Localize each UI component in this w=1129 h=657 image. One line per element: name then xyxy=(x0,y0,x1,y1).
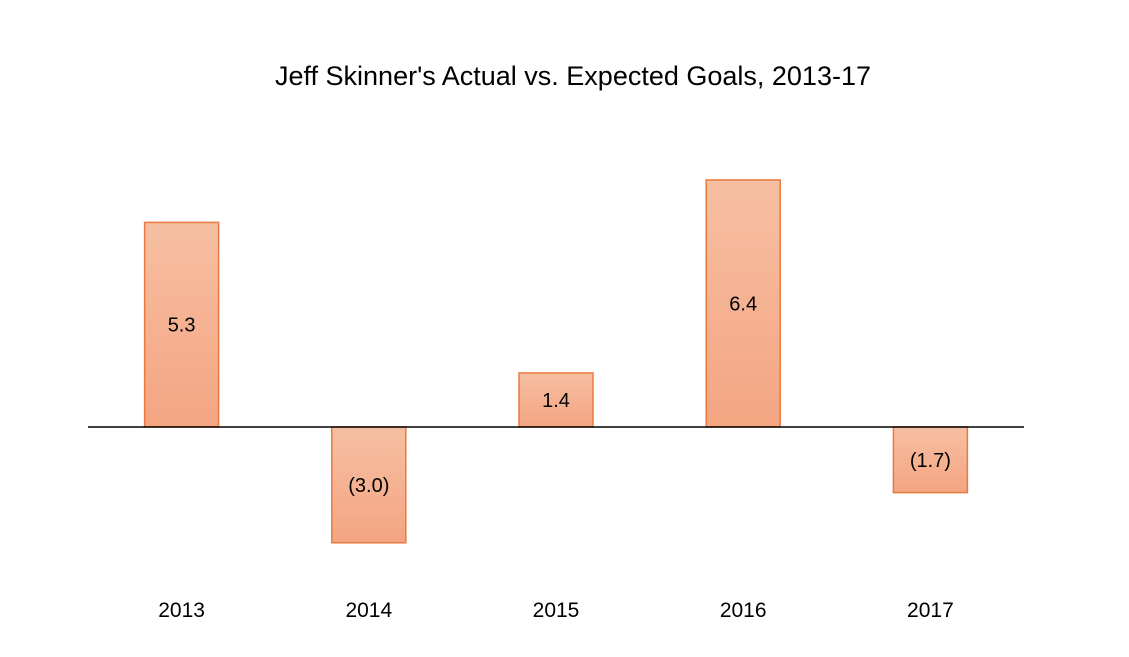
chart-title: Jeff Skinner's Actual vs. Expected Goals… xyxy=(275,61,871,91)
x-tick-label-2013: 2013 xyxy=(158,599,205,622)
bars-layer xyxy=(143,179,969,544)
data-labels-layer: 5.3 (3.0) 1.4 6.4 (1.7) xyxy=(168,293,951,496)
data-label-2015: 1.4 xyxy=(542,390,570,412)
data-label-2017: (1.7) xyxy=(910,450,951,472)
x-tick-labels-layer: 2013 2014 2015 2016 2017 xyxy=(158,599,954,622)
bar-2016 xyxy=(705,179,781,428)
data-label-2013: 5.3 xyxy=(168,315,196,337)
bar-2013 xyxy=(143,221,220,428)
x-tick-label-2016: 2016 xyxy=(720,599,767,622)
data-label-2014: (3.0) xyxy=(348,475,389,497)
x-tick-label-2017: 2017 xyxy=(907,599,954,622)
bar-2014 xyxy=(331,426,407,544)
x-tick-label-2014: 2014 xyxy=(345,599,392,622)
x-tick-label-2015: 2015 xyxy=(533,599,580,622)
data-label-2016: 6.4 xyxy=(729,293,757,315)
bar-2017 xyxy=(892,426,969,494)
